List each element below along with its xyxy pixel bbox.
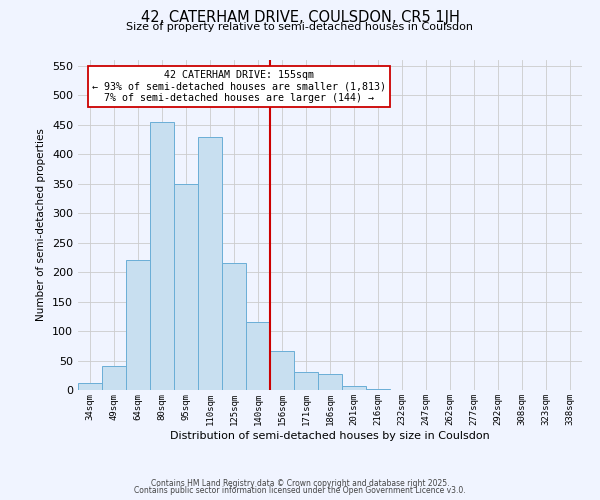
Text: 42 CATERHAM DRIVE: 155sqm
← 93% of semi-detached houses are smaller (1,813)
7% o: 42 CATERHAM DRIVE: 155sqm ← 93% of semi-… [92, 70, 386, 103]
Text: Size of property relative to semi-detached houses in Coulsdon: Size of property relative to semi-detach… [127, 22, 473, 32]
Bar [342, 386, 366, 390]
Bar [222, 264, 246, 390]
Text: Contains HM Land Registry data © Crown copyright and database right 2025.: Contains HM Land Registry data © Crown c… [151, 478, 449, 488]
Bar [198, 136, 222, 390]
Y-axis label: Number of semi-detached properties: Number of semi-detached properties [37, 128, 46, 322]
Bar [174, 184, 198, 390]
Bar [102, 366, 126, 390]
Text: 42, CATERHAM DRIVE, COULSDON, CR5 1JH: 42, CATERHAM DRIVE, COULSDON, CR5 1JH [140, 10, 460, 25]
Bar [270, 350, 294, 390]
Text: Contains public sector information licensed under the Open Government Licence v3: Contains public sector information licen… [134, 486, 466, 495]
Bar [150, 122, 174, 390]
Bar [126, 260, 150, 390]
X-axis label: Distribution of semi-detached houses by size in Coulsdon: Distribution of semi-detached houses by … [170, 430, 490, 440]
Bar [294, 372, 318, 390]
Bar [366, 389, 390, 390]
Bar [78, 383, 102, 390]
Bar [246, 322, 270, 390]
Bar [318, 374, 342, 390]
